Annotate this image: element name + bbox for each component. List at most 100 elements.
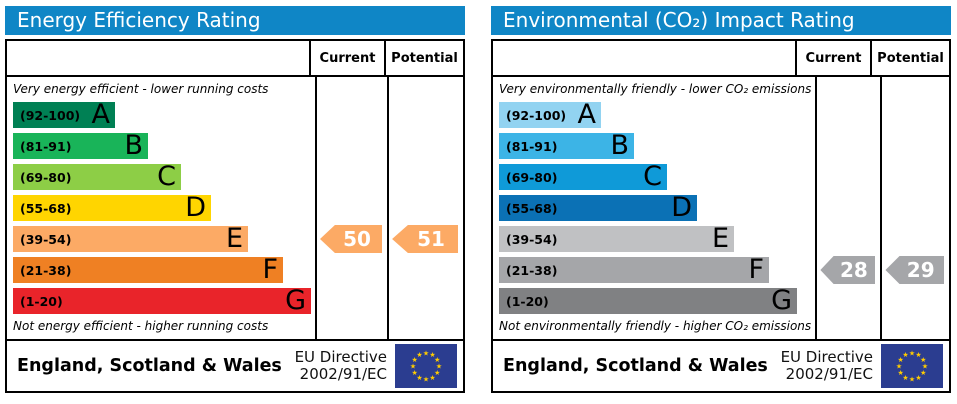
band-letter-label: F <box>262 254 278 285</box>
band-letter-label: C <box>157 161 176 192</box>
rating-band: (21-38) F <box>13 254 283 285</box>
energy-panel-title: Energy Efficiency Rating <box>5 6 465 35</box>
band-range-label: (69-80) <box>506 169 558 185</box>
svg-text:★: ★ <box>902 351 908 359</box>
bottom-note: Not environmentally friendly - higher CO… <box>499 319 812 333</box>
band-letter-label: D <box>671 192 692 223</box>
band-letter-label: C <box>643 161 662 192</box>
band-range-label: (39-54) <box>20 231 72 247</box>
current-column-header: Current <box>311 41 386 75</box>
top-note: Very energy efficient - lower running co… <box>13 82 269 96</box>
svg-text:★: ★ <box>915 374 921 382</box>
svg-text:★: ★ <box>416 351 422 359</box>
svg-text:★: ★ <box>436 363 442 371</box>
top-note: Very environmentally friendly - lower CO… <box>499 82 812 96</box>
rating-band: (81-91) B <box>13 130 148 161</box>
svg-text:★: ★ <box>423 376 429 384</box>
svg-text:★: ★ <box>434 369 440 377</box>
current-rating-cell: 50 <box>317 77 390 339</box>
potential-rating-value: 51 <box>417 227 445 251</box>
band-letter-label: E <box>225 223 243 254</box>
svg-text:★: ★ <box>915 351 921 359</box>
column-header-row: Current Potential <box>493 41 949 77</box>
potential-rating-arrow: 51 <box>392 225 458 253</box>
potential-column-header: Potential <box>391 50 458 66</box>
footer-row: England, Scotland & Wales EU Directive 2… <box>493 339 949 391</box>
current-rating-arrow: 50 <box>320 225 383 253</box>
svg-text:★: ★ <box>920 356 926 364</box>
footer-row: England, Scotland & Wales EU Directive 2… <box>7 339 463 391</box>
band-letter-label: E <box>711 223 729 254</box>
eu-flag-icon: ★ ★★ ★★★ ★★★ ★★★ <box>881 344 943 388</box>
energy-rating-table: Current Potential Very energy efficient … <box>5 39 465 393</box>
current-rating-arrow: 28 <box>820 256 876 284</box>
band-range-label: (21-38) <box>506 262 558 278</box>
potential-column-header: Potential <box>877 50 944 66</box>
svg-text:★: ★ <box>434 356 440 364</box>
rating-band: (69-80) C <box>499 161 667 192</box>
rating-band: (39-54) E <box>13 223 248 254</box>
band-letter-label: B <box>610 130 629 161</box>
svg-text:★: ★ <box>902 374 908 382</box>
band-range-label: (55-68) <box>20 200 72 216</box>
eu-directive-line2: 2002/91/EC <box>785 365 873 383</box>
rating-band: (21-38) F <box>499 256 769 283</box>
svg-text:★: ★ <box>423 350 429 358</box>
band-range-label: (69-80) <box>20 169 72 185</box>
band-letter-label: A <box>91 99 110 130</box>
eu-directive-line1: EU Directive <box>294 347 387 366</box>
environmental-impact-panel: Environmental (CO₂) Impact Rating Curren… <box>491 6 951 398</box>
svg-text:★: ★ <box>898 369 904 377</box>
eu-directive-line1: EU Directive <box>780 347 873 366</box>
bottom-note: Not energy efficient - higher running co… <box>13 319 269 333</box>
band-range-label: (21-38) <box>20 262 72 278</box>
band-letter-label: A <box>577 99 596 130</box>
eu-directive-line2: 2002/91/EC <box>299 365 387 383</box>
rating-band: (92-100) A <box>13 99 115 130</box>
band-range-label: (1-20) <box>20 293 63 309</box>
current-column-header: Current <box>797 41 872 75</box>
svg-text:★: ★ <box>922 363 928 371</box>
potential-rating-value: 29 <box>906 258 935 282</box>
rating-header-spacer <box>7 41 311 75</box>
svg-text:★: ★ <box>410 363 416 371</box>
band-range-label: (81-91) <box>506 138 558 154</box>
svg-text:★: ★ <box>909 376 915 384</box>
band-letter-label: G <box>771 285 792 316</box>
rating-band: (69-80) C <box>13 161 181 192</box>
current-rating-value: 50 <box>343 227 371 251</box>
environmental-panel-title: Environmental (CO₂) Impact Rating <box>491 6 951 35</box>
band-range-label: (55-68) <box>506 200 558 216</box>
rating-scale-cell: Very environmentally friendly - lower CO… <box>493 77 818 339</box>
potential-rating-cell: 29 <box>882 77 949 339</box>
svg-text:★: ★ <box>429 351 435 359</box>
band-letter-label: G <box>285 285 306 316</box>
rating-band: (92-100) A <box>499 99 601 130</box>
eu-flag-icon: ★ ★★ ★★★ ★★★ ★★★ <box>395 344 457 388</box>
band-range-label: (92-100) <box>506 107 567 123</box>
rating-scale-cell: Very energy efficient - lower running co… <box>7 77 317 339</box>
rating-header-spacer <box>493 41 797 75</box>
svg-text:★: ★ <box>416 374 422 382</box>
svg-text:★: ★ <box>909 350 915 358</box>
rating-chart-row: Very energy efficient - lower running co… <box>7 77 463 339</box>
potential-rating-cell: 51 <box>389 77 463 339</box>
svg-text:★: ★ <box>412 369 418 377</box>
rating-band: (81-91) B <box>499 130 634 161</box>
potential-rating-arrow: 29 <box>885 256 944 284</box>
region-label: England, Scotland & Wales <box>17 356 282 376</box>
band-letter-label: D <box>185 192 206 223</box>
rating-band: (1-20) G <box>13 285 311 316</box>
svg-text:★: ★ <box>896 363 902 371</box>
region-label: England, Scotland & Wales <box>503 356 768 376</box>
column-header-row: Current Potential <box>7 41 463 77</box>
band-range-label: (81-91) <box>20 138 72 154</box>
svg-text:★: ★ <box>429 374 435 382</box>
band-range-label: (1-20) <box>506 293 549 309</box>
environmental-rating-table: Current Potential Very environmentally f… <box>491 39 951 393</box>
band-letter-label: B <box>124 130 143 161</box>
eu-directive-label: EU Directive 2002/91/EC <box>294 347 387 384</box>
rating-bands: (92-100) A (81-91) B (69-80) C (55-68) D… <box>13 99 311 319</box>
rating-bands: (92-100) A (81-91) B (69-80) C (55-68) D… <box>499 99 811 319</box>
current-rating-value: 28 <box>839 258 868 282</box>
